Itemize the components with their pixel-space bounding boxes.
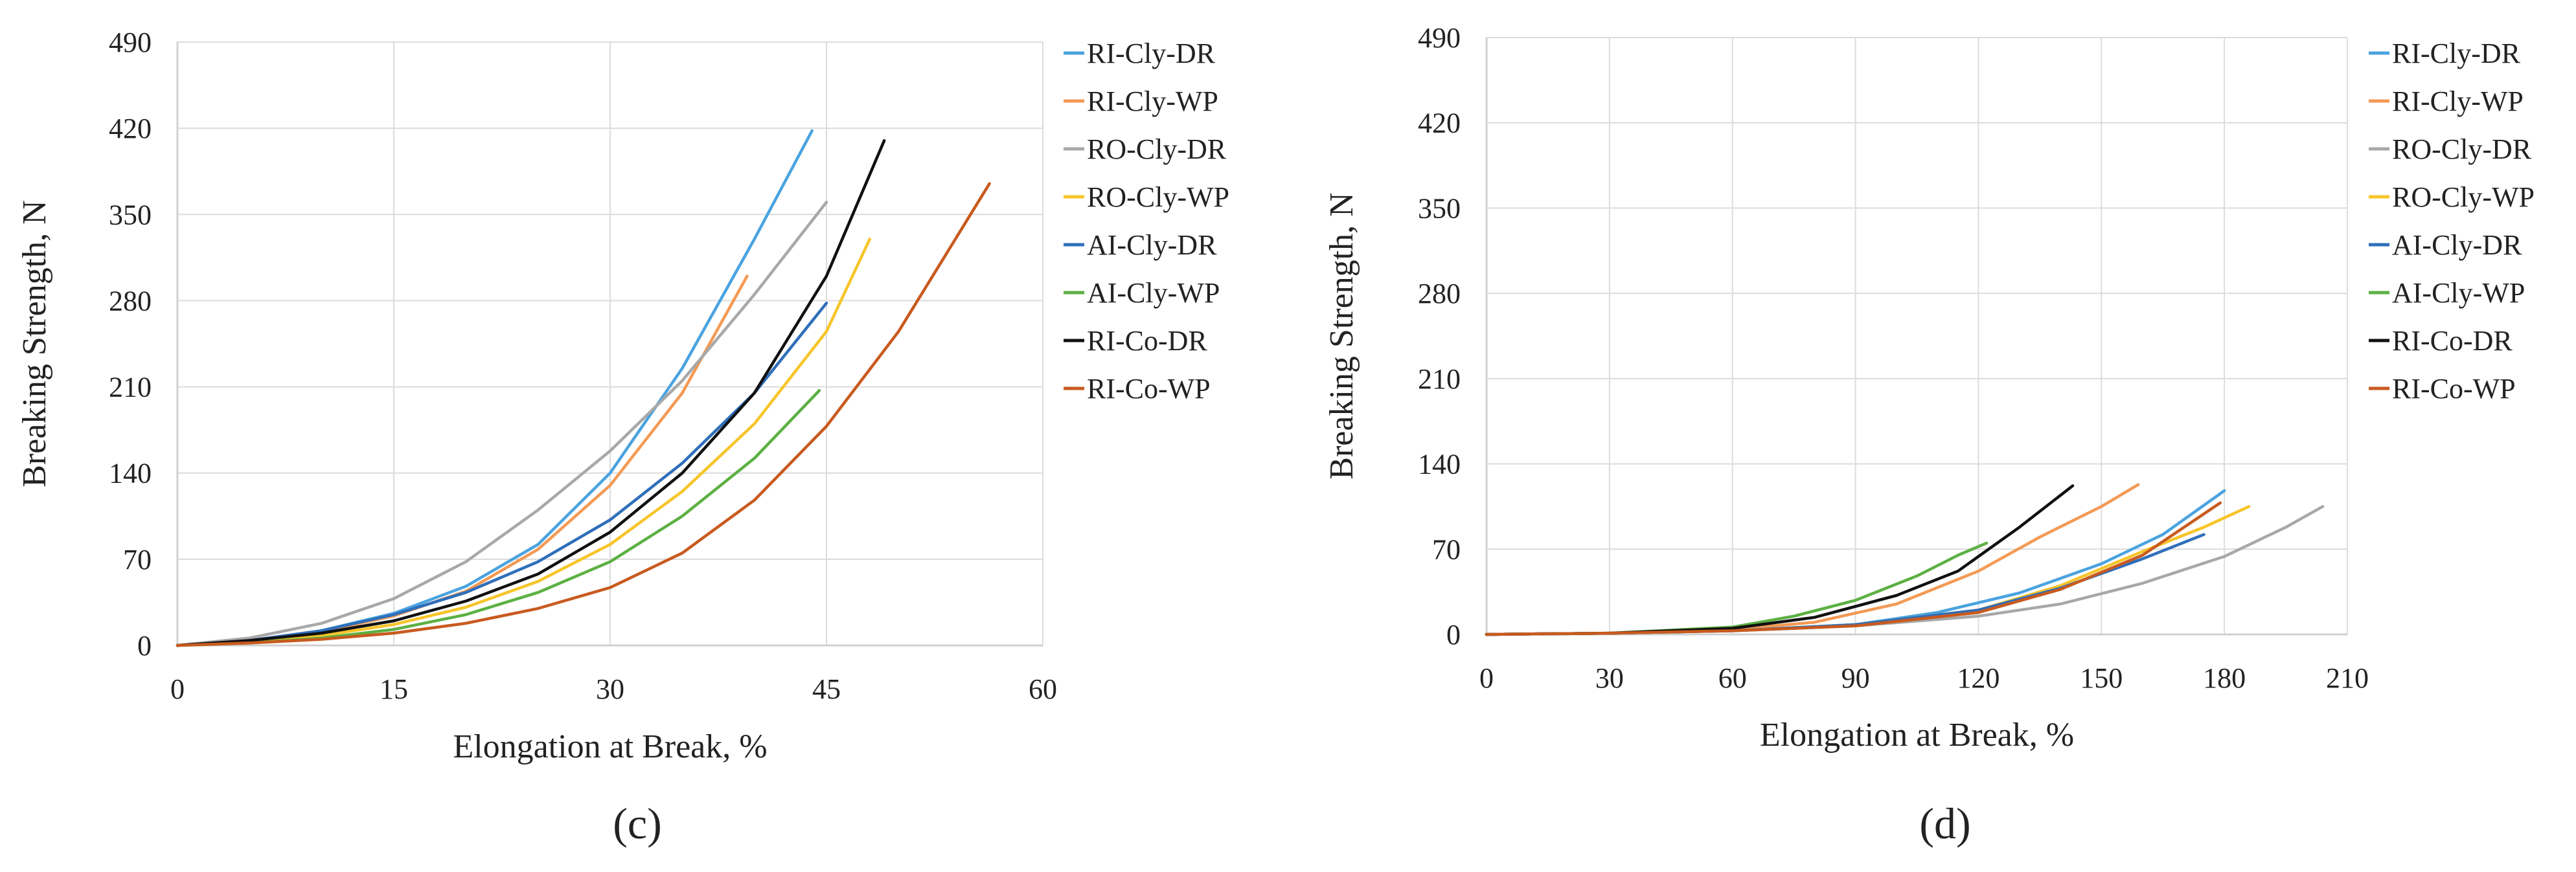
chart-0-y-tick-label: 70 <box>123 544 152 576</box>
chart-0-legend-label: AI-Cly-WP <box>1087 277 1220 309</box>
chart-1-x-axis-title: Elongation at Break, % <box>1760 717 2074 754</box>
chart-0-x-tick-label: 60 <box>1029 673 1057 705</box>
chart-1-legend-label: RO-Cly-DR <box>2392 133 2532 165</box>
chart-0-y-axis-title: Breaking Strength, N <box>16 200 53 487</box>
chart-0-x-tick-label: 45 <box>812 673 841 705</box>
chart-0-y-tick-label: 140 <box>109 458 152 489</box>
chart-0-series-line <box>176 201 828 647</box>
chart-0-y-tick-label: 490 <box>109 27 152 58</box>
chart-1-legend-label: AI-Cly-WP <box>2392 277 2525 309</box>
chart-1-x-tick-label: 120 <box>1957 662 2000 694</box>
chart-0-y-tick-label: 210 <box>109 372 152 403</box>
chart-0-panel-label: (c) <box>613 799 661 848</box>
chart-0-legend-label: RO-Cly-WP <box>1087 181 1229 213</box>
chart-0-y-tick-label: 280 <box>109 285 152 317</box>
chart-0-legend-label: RI-Co-DR <box>1087 325 1207 357</box>
chart-1-legend-label: RI-Co-WP <box>2392 373 2516 405</box>
chart-0-series-line <box>176 182 991 647</box>
chart-1-y-axis-title: Breaking Strength, N <box>1323 192 1360 479</box>
chart-0-x-tick-label: 15 <box>380 673 408 705</box>
chart-1-x-tick-label: 180 <box>2203 662 2246 694</box>
chart-0-y-tick-label: 420 <box>109 113 152 144</box>
chart-0-legend-label: AI-Cly-DR <box>1087 229 1217 261</box>
chart-0-series-line <box>176 139 886 647</box>
chart-1-y-tick-label: 210 <box>1418 363 1461 395</box>
chart-1-legend-label: AI-Cly-DR <box>2392 229 2522 261</box>
chart-0-legend-label: RI-Cly-WP <box>1087 85 1218 117</box>
chart-1-y-tick-label: 420 <box>1418 107 1461 139</box>
chart-1-y-tick-label: 490 <box>1418 22 1461 54</box>
chart-0-x-tick-label: 30 <box>596 673 624 705</box>
chart-1-panel-label: (d) <box>1919 799 1970 848</box>
chart-0-legend-label: RI-Cly-DR <box>1087 38 1216 69</box>
chart-0-x-axis-title: Elongation at Break, % <box>453 728 767 765</box>
chart-0-series-line <box>176 129 814 647</box>
chart-1-legend-label: RO-Cly-WP <box>2392 181 2535 213</box>
chart-1-x-tick-label: 60 <box>1718 662 1747 694</box>
chart-1-x-tick-label: 150 <box>2080 662 2123 694</box>
chart-0-y-tick-label: 0 <box>137 630 152 662</box>
chart-0-y-tick-label: 350 <box>109 199 152 230</box>
chart-1-x-tick-label: 210 <box>2326 662 2369 694</box>
chart-1-y-tick-label: 280 <box>1418 278 1461 309</box>
chart-1-y-tick-label: 0 <box>1446 619 1461 651</box>
chart-0-group: 0 15 30 45 60 0 70 140 210 280 350 420 490 Elongation… <box>16 27 1229 848</box>
chart-0-legend-label: RO-Cly-DR <box>1087 133 1227 165</box>
chart-0-x-tick-label: 0 <box>170 673 185 705</box>
chart-1-y-tick-label: 350 <box>1418 192 1461 224</box>
chart-1-group: 0 30 60 90 120 150 180 210 0 70 140 210 280 350 420 490… <box>1323 22 2535 848</box>
chart-1-x-tick-label: 0 <box>1479 662 1494 694</box>
chart-1-legend-label: RI-Co-DR <box>2392 325 2513 357</box>
chart-1-legend-label: RI-Cly-WP <box>2392 85 2524 117</box>
chart-0-series-line <box>176 238 872 647</box>
chart-1-legend-label: RI-Cly-DR <box>2392 38 2521 69</box>
chart-1-x-tick-label: 30 <box>1595 662 1624 694</box>
chart-0-series-line <box>176 274 749 647</box>
chart-1-y-tick-label: 140 <box>1418 449 1461 480</box>
chart-1-x-tick-label: 90 <box>1841 662 1870 694</box>
chart-1-series-line <box>1485 505 2325 636</box>
chart-1-y-tick-label: 70 <box>1432 533 1461 565</box>
chart-1-series-line <box>1485 501 2222 636</box>
chart-1-series-line <box>1485 505 2251 636</box>
chart-0-legend-label: RI-Co-WP <box>1087 373 1211 405</box>
